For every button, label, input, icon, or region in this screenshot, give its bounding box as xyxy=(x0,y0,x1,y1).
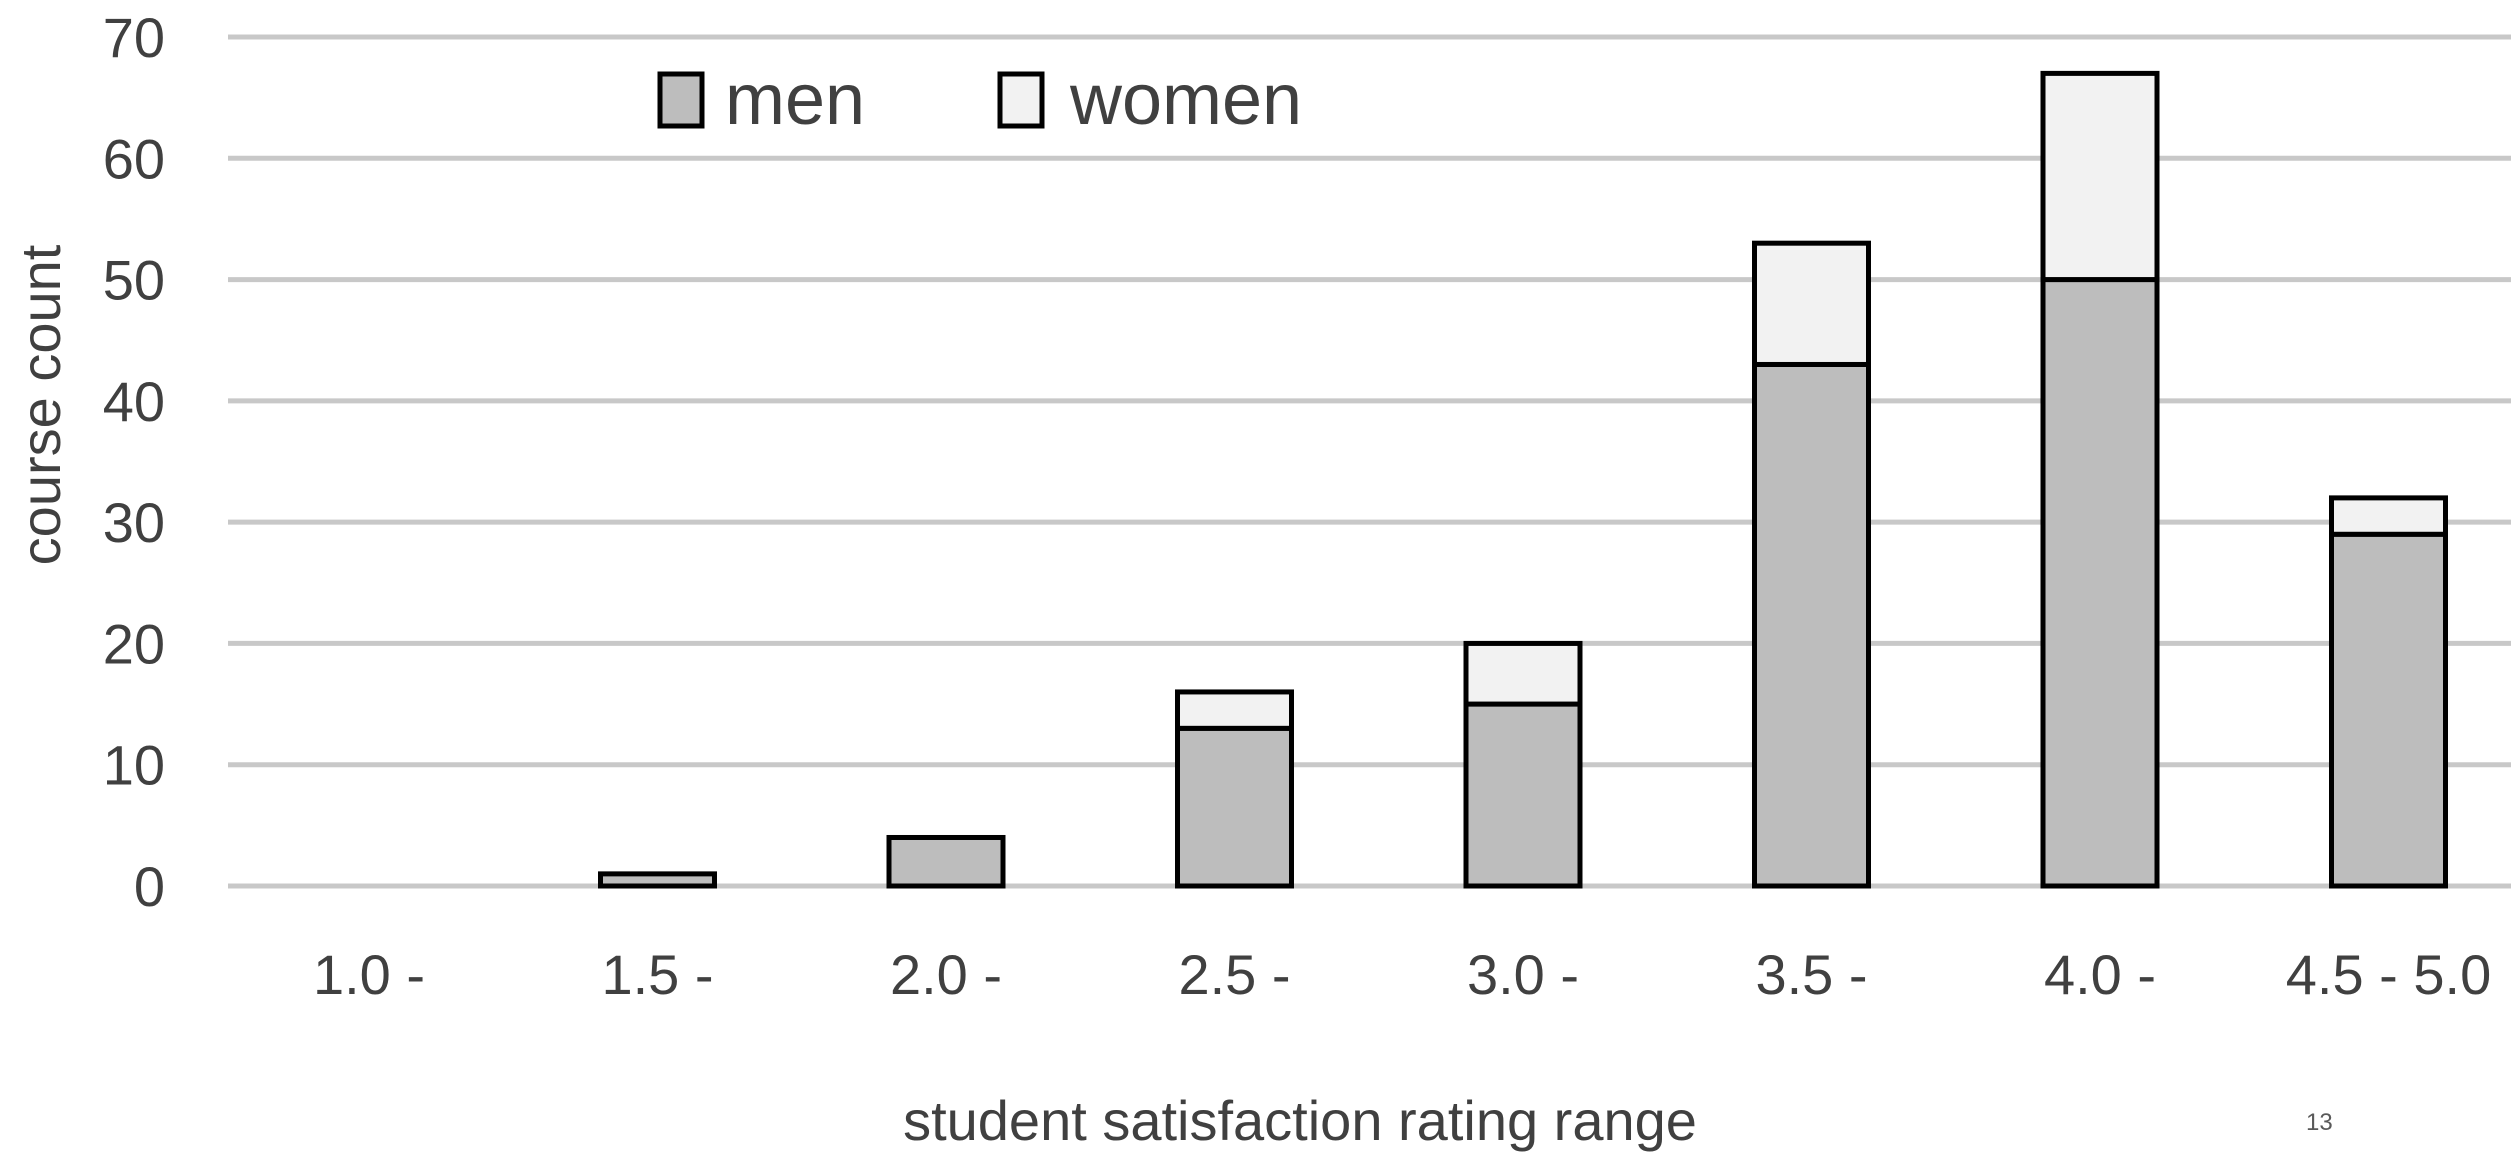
legend-label-women: women xyxy=(1069,60,1302,140)
bar-men xyxy=(886,834,1006,889)
bars xyxy=(598,70,2448,889)
legend-swatch-women xyxy=(997,71,1045,129)
y-tick-label: 50 xyxy=(103,249,165,312)
bar-women xyxy=(1752,240,1871,367)
legend: men women xyxy=(657,60,1302,140)
y-axis-title: course count xyxy=(9,244,72,565)
bar-men xyxy=(2329,531,2448,889)
x-tick-label: 3.0 - xyxy=(1467,943,1579,1006)
legend-label-men: men xyxy=(725,60,865,140)
bar-women xyxy=(2040,70,2160,283)
bar-men xyxy=(1175,725,1294,889)
x-tick-labels: 1.0 - 1.5 - 2.0 - 2.5 - 3.0 - 3.5 - 4.0 - 4.5 -… xyxy=(313,943,2491,1006)
x-tick-label: 2.0 - xyxy=(890,943,1002,1006)
bar-women xyxy=(1175,689,1294,731)
bar-men xyxy=(1752,361,1871,889)
x-tick-label: 1.0 - xyxy=(313,943,425,1006)
bar-women xyxy=(1463,640,1583,707)
y-tick-label: 30 xyxy=(103,491,165,554)
bar-women xyxy=(2329,495,2448,537)
x-tick-label: 2.5 - xyxy=(1178,943,1290,1006)
page-number: 13 xyxy=(2306,1109,2333,1136)
legend-swatch-men xyxy=(657,71,705,129)
y-tick-label: 0 xyxy=(134,855,165,918)
bar-men xyxy=(1463,701,1583,889)
gridlines xyxy=(228,34,2511,889)
x-axis-title: student satisfaction rating range xyxy=(903,1089,1697,1152)
y-tick-label: 60 xyxy=(103,127,165,190)
bar-men xyxy=(598,871,717,889)
y-tick-label: 10 xyxy=(103,734,165,797)
bar-men xyxy=(2040,277,2160,889)
y-tick-label: 40 xyxy=(103,370,165,433)
x-tick-label: 3.5 - xyxy=(1755,943,1867,1006)
y-tick-labels: 0 10 20 30 40 50 60 70 xyxy=(103,6,165,918)
x-tick-label: 1.5 - xyxy=(601,943,713,1006)
x-tick-label: 4.0 - xyxy=(2044,943,2156,1006)
y-tick-label: 70 xyxy=(103,6,165,69)
x-tick-label: 4.5 - 5.0 xyxy=(2286,943,2491,1006)
y-tick-label: 20 xyxy=(103,612,165,675)
